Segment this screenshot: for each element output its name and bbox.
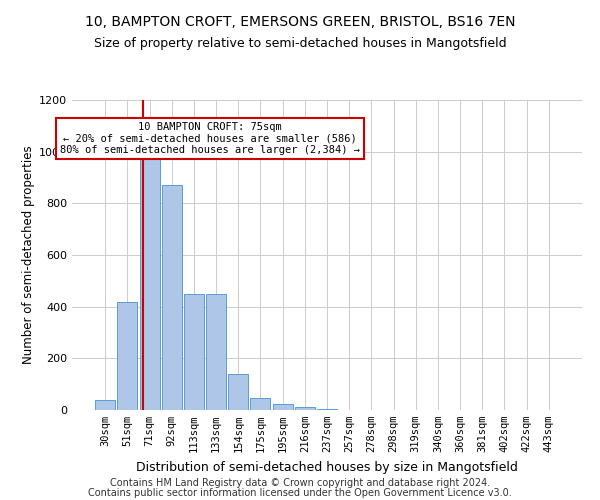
Text: Contains public sector information licensed under the Open Government Licence v3: Contains public sector information licen… <box>88 488 512 498</box>
Bar <box>295 408 315 410</box>
Text: Contains HM Land Registry data © Crown copyright and database right 2024.: Contains HM Land Registry data © Crown c… <box>110 478 490 488</box>
Bar <box>184 294 204 410</box>
Bar <box>118 302 137 410</box>
Text: 10 BAMPTON CROFT: 75sqm
← 20% of semi-detached houses are smaller (586)
80% of s: 10 BAMPTON CROFT: 75sqm ← 20% of semi-de… <box>60 122 360 155</box>
Bar <box>228 374 248 410</box>
Bar <box>317 408 337 410</box>
X-axis label: Distribution of semi-detached houses by size in Mangotsfield: Distribution of semi-detached houses by … <box>136 460 518 473</box>
Y-axis label: Number of semi-detached properties: Number of semi-detached properties <box>22 146 35 364</box>
Text: Size of property relative to semi-detached houses in Mangotsfield: Size of property relative to semi-detach… <box>94 38 506 51</box>
Bar <box>162 185 182 410</box>
Text: 10, BAMPTON CROFT, EMERSONS GREEN, BRISTOL, BS16 7EN: 10, BAMPTON CROFT, EMERSONS GREEN, BRIST… <box>85 15 515 29</box>
Bar <box>206 294 226 410</box>
Bar <box>140 152 160 410</box>
Bar <box>95 400 115 410</box>
Bar <box>272 404 293 410</box>
Bar <box>250 398 271 410</box>
